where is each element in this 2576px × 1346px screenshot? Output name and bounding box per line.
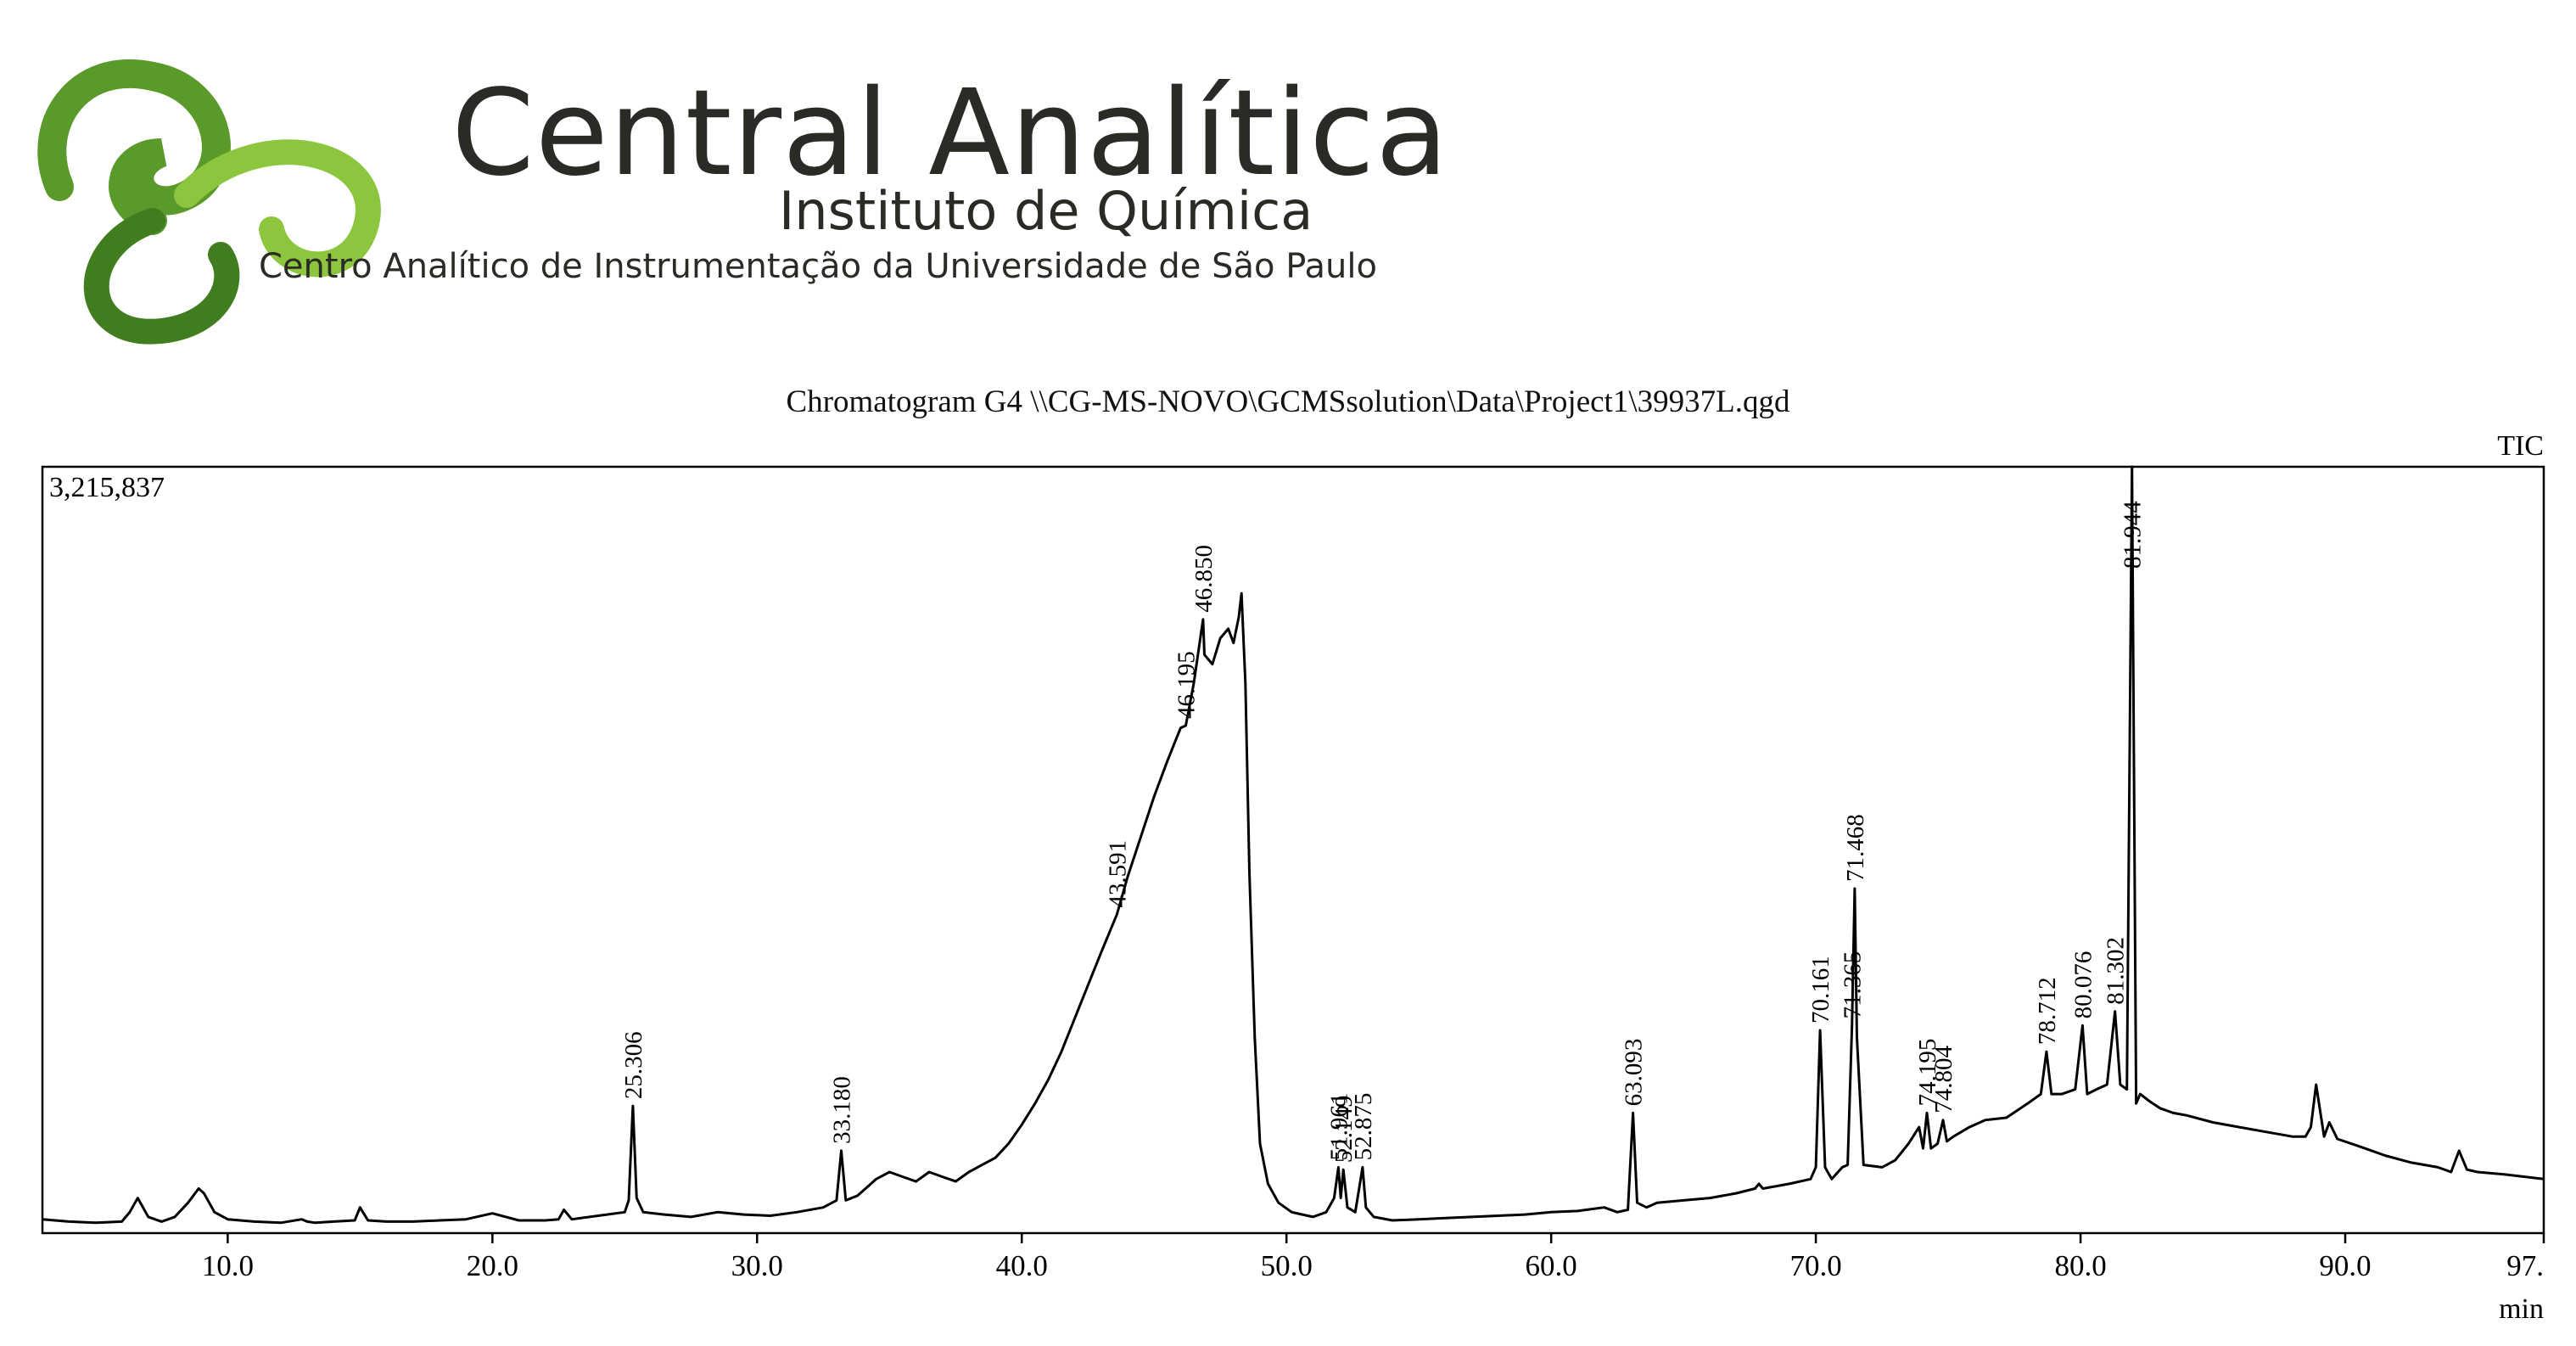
peak-label: 74.195 <box>1914 1039 1941 1107</box>
logo-swirl-right <box>174 139 381 278</box>
peak-label: 74.804 <box>1930 1046 1957 1113</box>
x-axis-unit-label: min <box>2499 1293 2544 1325</box>
peak-label: 52.875 <box>1350 1093 1377 1161</box>
x-tick-label: 97. <box>2506 1249 2544 1282</box>
x-tick-label: 40.0 <box>996 1249 1048 1282</box>
peak-label: 46.195 <box>1173 651 1201 719</box>
logo-swirl-bottom <box>83 208 240 345</box>
peak-label: 46.850 <box>1190 545 1218 613</box>
signal-label: TIC <box>2497 430 2544 462</box>
peak-label: 25.306 <box>620 1031 647 1099</box>
chart-title: Chromatogram G4 \\CG-MS-NOVO\GCMSsolutio… <box>786 384 1790 419</box>
peak-label: 80.076 <box>2069 951 2097 1019</box>
x-tick-label: 50.0 <box>1261 1249 1313 1282</box>
y-max-label: 3,215,837 <box>49 472 165 503</box>
x-tick-label: 20.0 <box>467 1249 518 1282</box>
peak-label: 51.961 <box>1325 1093 1352 1161</box>
brand-subtitle: Instituto de Química <box>779 180 1313 242</box>
peak-label: 70.161 <box>1807 956 1834 1024</box>
x-tick-label: 30.0 <box>731 1249 783 1282</box>
plot-frame <box>41 465 2545 1235</box>
peak-label: 71.365 <box>1840 951 1867 1019</box>
peak-label: 33.180 <box>829 1076 856 1144</box>
x-tick-label: 60.0 <box>1526 1249 1577 1282</box>
tic-trace <box>42 465 2545 1225</box>
peak-label: 43.591 <box>1104 840 1131 908</box>
peak-label: 63.093 <box>1621 1039 1648 1107</box>
peak-label: 71.468 <box>1842 814 1869 882</box>
x-tick-label: 80.0 <box>2054 1249 2106 1282</box>
peak-label: 81.302 <box>2103 937 2130 1005</box>
peak-label: 52.149 <box>1330 1095 1358 1163</box>
brand-title: Central Analítica <box>451 64 1449 203</box>
x-axis-ticks: 10.0 20.0 30.0 40.0 50.0 60.0 70.0 80.0 90.0 97. <box>202 1233 2545 1282</box>
peak-label: 78.712 <box>2034 977 2061 1045</box>
central-analitica-logo-mark <box>37 59 381 345</box>
peak-label: 81.944 <box>2120 501 2147 569</box>
brand-description: Centro Analítico de Instrumentação da Un… <box>259 247 1377 286</box>
x-tick-label: 10.0 <box>202 1249 254 1282</box>
x-tick-label: 90.0 <box>2319 1249 2371 1282</box>
x-tick-label: 70.0 <box>1789 1249 1841 1282</box>
peak-labels: 25.306 33.180 43.591 46.195 46.850 51.96152.1… <box>620 501 2147 1163</box>
